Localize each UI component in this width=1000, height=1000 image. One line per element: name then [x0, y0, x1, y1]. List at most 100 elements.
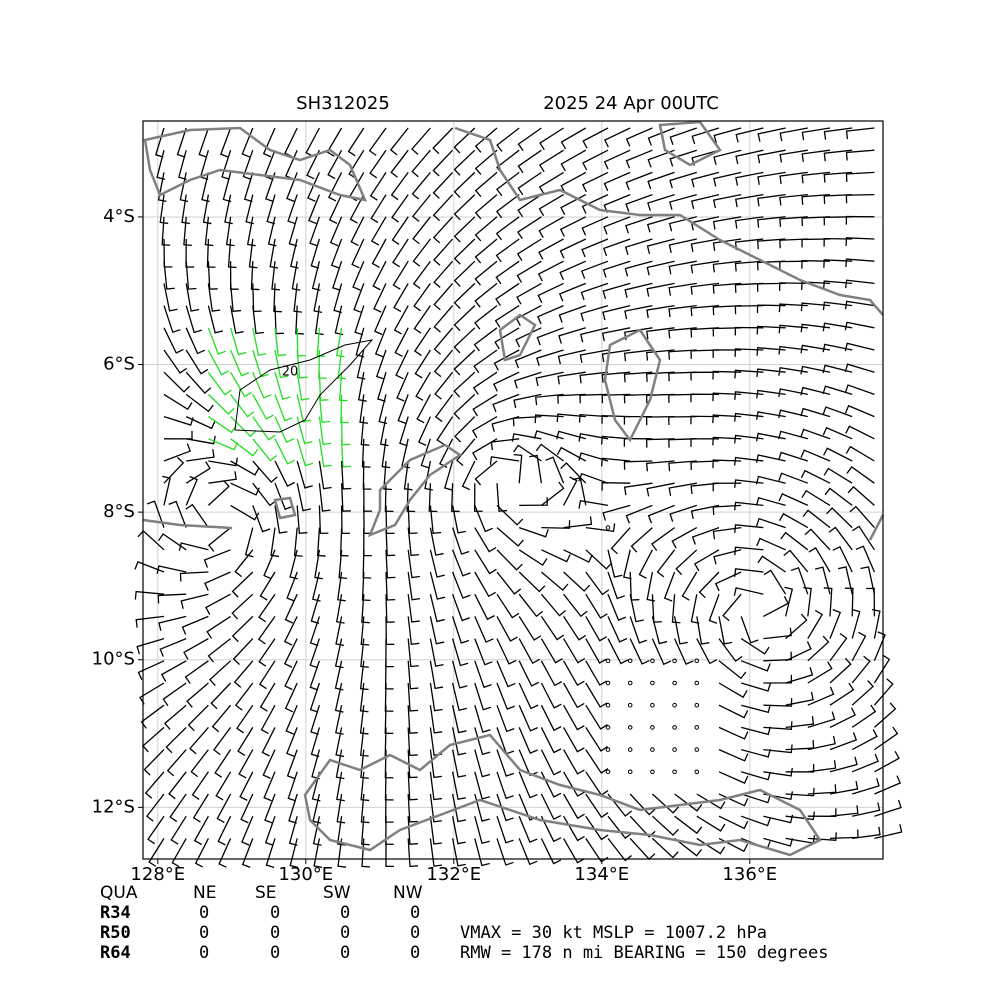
- barb: [734, 216, 764, 229]
- barb: [417, 416, 431, 446]
- barb: [651, 793, 679, 814]
- barb: [207, 527, 232, 552]
- barb: [496, 593, 520, 619]
- barb: [690, 415, 720, 425]
- barb: [316, 527, 326, 557]
- barb: [296, 394, 312, 423]
- barb: [186, 435, 216, 445]
- barb: [690, 371, 720, 381]
- barb: [675, 549, 698, 576]
- barb: [560, 127, 587, 150]
- barb: [578, 499, 609, 509]
- calm-dot: [672, 769, 677, 775]
- barb: [602, 304, 631, 321]
- barb: [392, 238, 409, 268]
- barb: [472, 371, 498, 395]
- barb: [807, 711, 836, 729]
- barb: [540, 815, 562, 843]
- calm-dot: [605, 769, 611, 775]
- barb: [822, 280, 853, 290]
- barb: [207, 327, 226, 355]
- barb: [157, 593, 187, 604]
- barb: [352, 260, 365, 291]
- barb: [804, 528, 831, 551]
- barb: [585, 815, 609, 841]
- barb: [803, 587, 812, 617]
- barb: [734, 546, 764, 556]
- coastline: [142, 518, 233, 530]
- barb: [800, 302, 831, 312]
- barb: [607, 593, 627, 621]
- barb: [230, 416, 257, 438]
- barb: [407, 638, 419, 668]
- barb: [361, 571, 371, 601]
- barb: [293, 283, 303, 313]
- barb: [610, 527, 631, 555]
- barb: [733, 456, 764, 466]
- grid: [143, 121, 883, 859]
- barb: [309, 616, 321, 647]
- barb: [602, 260, 631, 278]
- barb: [734, 501, 764, 511]
- calm-dot: [627, 680, 633, 686]
- barb: [474, 571, 496, 598]
- barb: [845, 279, 875, 289]
- barb: [838, 566, 853, 595]
- barb: [451, 638, 469, 667]
- barb: [216, 793, 232, 824]
- barb: [274, 505, 288, 534]
- barb: [306, 149, 320, 180]
- barb: [533, 430, 564, 440]
- barb: [316, 327, 326, 357]
- barb: [712, 414, 742, 424]
- barb: [756, 389, 786, 399]
- barb: [207, 349, 229, 376]
- barb: [780, 531, 809, 551]
- barb: [585, 549, 613, 570]
- barb: [369, 172, 387, 201]
- x-tick-label: 128°E: [130, 864, 185, 885]
- barb: [585, 793, 609, 819]
- barb: [411, 194, 431, 222]
- barb: [735, 149, 764, 165]
- barb: [755, 454, 786, 463]
- barb: [309, 682, 321, 713]
- barb: [624, 238, 653, 256]
- barb: [629, 594, 644, 623]
- barb: [822, 426, 853, 440]
- barb: [829, 682, 855, 706]
- barb: [394, 327, 409, 357]
- barb: [822, 343, 853, 353]
- calm-dot: [650, 747, 655, 752]
- barb: [712, 260, 742, 273]
- barb: [399, 416, 409, 447]
- barb: [733, 587, 764, 596]
- barb: [778, 324, 808, 334]
- barb: [296, 349, 308, 379]
- barb: [845, 171, 875, 182]
- barb: [360, 638, 369, 668]
- barb: [518, 571, 546, 593]
- calm-dot: [627, 702, 633, 708]
- barb: [231, 571, 254, 598]
- barb: [518, 660, 540, 687]
- barb: [258, 638, 276, 667]
- barb: [163, 393, 193, 411]
- barb: [252, 305, 264, 335]
- barb: [513, 393, 542, 409]
- barb: [181, 615, 209, 635]
- barb: [529, 454, 543, 484]
- barb: [540, 638, 563, 664]
- barb: [668, 282, 697, 296]
- barb: [230, 460, 260, 476]
- coastline: [603, 328, 662, 443]
- barb: [183, 638, 209, 660]
- barb: [712, 370, 742, 380]
- barb: [471, 416, 498, 438]
- barb: [206, 615, 231, 639]
- barb: [252, 394, 274, 420]
- barb: [189, 726, 209, 755]
- barb: [474, 171, 498, 198]
- barb: [517, 194, 542, 218]
